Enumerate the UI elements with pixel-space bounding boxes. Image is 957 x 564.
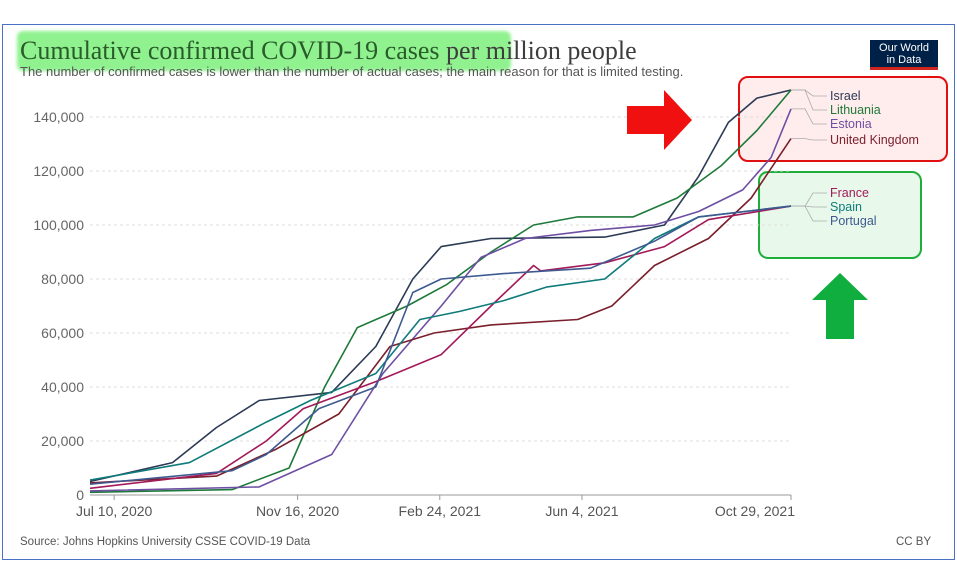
green-annotation-box [758, 171, 922, 259]
legend-connector [791, 108, 827, 125]
logo-line2: in Data [886, 54, 922, 66]
annotation-arrows [627, 90, 868, 339]
legend-connector [791, 192, 827, 207]
x-tick-label: Jul 10, 2020 [76, 503, 152, 519]
legend-connector [791, 89, 827, 111]
x-tick-label: Nov 16, 2020 [256, 503, 339, 519]
legend-label: Estonia [830, 117, 872, 131]
x-axis: Jul 10, 2020 Nov 16, 2020 Feb 24, 2021 Jun … [76, 494, 795, 519]
legend-label: Portugal [830, 214, 877, 228]
y-tick-label: 20,000 [41, 433, 84, 449]
series-line-france [89, 205, 792, 490]
legend-label: United Kingdom [830, 133, 919, 147]
legend-label: Israel [830, 89, 861, 103]
logo-line1: Our World [879, 42, 929, 54]
legend-label: Spain [830, 200, 862, 214]
grid-lines [90, 116, 791, 442]
y-axis: 0 20,000 40,000 60,000 80,000 100,000 120,000 1… [33, 109, 84, 503]
source-note: Source: Johns Hopkins University CSSE CO… [20, 536, 311, 548]
legend-label: France [830, 186, 869, 200]
y-tick-label: 40,000 [41, 379, 84, 395]
title-highlighted-part: Cumulative confirmed COVID-19 cases [20, 36, 440, 65]
y-tick-label: 60,000 [41, 325, 84, 341]
title-rest: per million people [439, 36, 637, 65]
series-line-portugal [89, 205, 792, 485]
legend-connector [791, 89, 827, 97]
series-line-spain [89, 205, 792, 481]
green-arrow-icon [812, 273, 868, 339]
series-line-israel [89, 89, 792, 483]
owid-logo[interactable]: Our World in Data [870, 40, 938, 70]
title-highlight [17, 31, 511, 71]
x-tick-label: Feb 24, 2021 [399, 503, 482, 519]
legend-connector [791, 205, 827, 222]
figure-frame [2, 24, 955, 560]
series-line-united-kingdom [89, 138, 792, 484]
chart-title: Cumulative confirmed COVID-19 cases per … [20, 36, 637, 66]
series-line-estonia [89, 108, 792, 492]
y-tick-label: 80,000 [41, 271, 84, 287]
y-tick-label: 140,000 [33, 109, 84, 125]
red-arrow-icon [627, 90, 692, 150]
license-link[interactable]: CC BY [896, 536, 932, 548]
x-tick-label: Oct 29, 2021 [715, 503, 795, 519]
series-lines [89, 89, 792, 494]
y-tick-label: 100,000 [33, 217, 84, 233]
y-tick-label: 0 [76, 487, 84, 503]
series-line-lithuania [89, 89, 792, 494]
chart-subtitle: The number of confirmed cases is lower t… [20, 64, 684, 79]
legend-connector [791, 138, 827, 141]
legend-label: Lithuania [830, 103, 881, 117]
red-annotation-box [738, 76, 948, 162]
x-tick-label: Jun 4, 2021 [545, 503, 618, 519]
y-tick-label: 120,000 [33, 163, 84, 179]
